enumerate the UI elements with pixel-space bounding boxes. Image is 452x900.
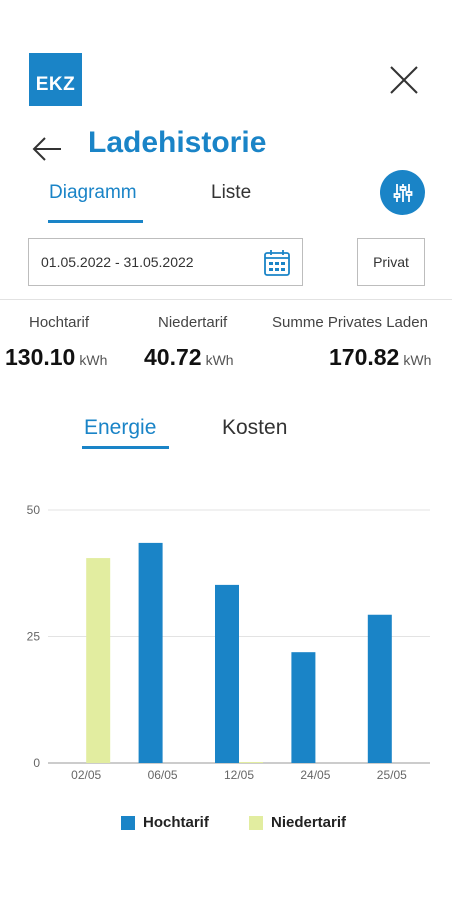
hochtarif-unit: kWh (79, 352, 108, 368)
legend-swatch-niedertarif (249, 815, 263, 830)
hochtarif-value: 130.10 kWh (5, 344, 107, 371)
total-value: 170.82 kWh (329, 344, 431, 371)
back-button[interactable] (30, 132, 64, 166)
tab-liste[interactable]: Liste (211, 182, 252, 203)
niedertarif-unit: kWh (205, 352, 234, 368)
privat-filter-button[interactable]: Privat (357, 238, 425, 286)
chart-legend: Hochtarif Niedertarif (0, 814, 452, 838)
close-icon (390, 66, 418, 94)
bar-hochtarif (215, 584, 239, 763)
niedertarif-value: 40.72 kWh (144, 344, 234, 371)
x-tick-label: 25/05 (377, 768, 407, 782)
bar-hochtarif (367, 614, 392, 763)
x-tick-label: 02/05 (71, 768, 101, 782)
x-tick-label: 06/05 (148, 768, 178, 782)
tab-kosten[interactable]: Kosten (222, 416, 288, 439)
arrow-left-icon (32, 137, 61, 161)
legend-label-hochtarif: Hochtarif (143, 814, 209, 831)
y-tick-label: 25 (27, 630, 41, 644)
niedertarif-label: Niedertarif (158, 314, 228, 331)
view-tabs: Diagramm Liste (0, 176, 452, 226)
tab-diagramm[interactable]: Diagramm (49, 182, 137, 203)
sliders-icon (393, 183, 412, 202)
hochtarif-label: Hochtarif (29, 314, 90, 331)
legend-swatch-hochtarif (121, 815, 135, 830)
legend-label-niedertarif: Niedertarif (271, 814, 347, 831)
hochtarif-number: 130.10 (5, 344, 76, 370)
divider (0, 299, 452, 300)
x-tick-label: 24/05 (300, 768, 330, 782)
tab-active-indicator (48, 220, 143, 223)
total-unit: kWh (403, 352, 432, 368)
total-number: 170.82 (329, 344, 400, 370)
date-range-field[interactable]: 01.05.2022 - 31.05.2022 (28, 238, 303, 286)
bar-niedertarif (86, 558, 111, 763)
niedertarif-number: 40.72 (144, 344, 202, 370)
bar-hochtarif (291, 652, 316, 763)
x-tick-label: 12/05 (224, 768, 254, 782)
chart-tab-active-indicator (82, 446, 169, 449)
ekz-logo: EKZ (29, 53, 82, 106)
page-title: Ladehistorie (88, 126, 267, 159)
legend-hochtarif: Hochtarif (121, 814, 209, 831)
bar-niedertarif (239, 761, 263, 763)
filter-button[interactable] (380, 170, 425, 215)
tab-energie[interactable]: Energie (84, 416, 157, 439)
bar-hochtarif (138, 542, 163, 763)
close-button[interactable] (386, 62, 422, 98)
legend-niedertarif: Niedertarif (249, 814, 346, 831)
calendar-icon[interactable] (262, 248, 292, 278)
y-tick-label: 50 (27, 503, 41, 517)
date-range-value: 01.05.2022 - 31.05.2022 (41, 254, 194, 270)
total-label: Summe Privates Laden (272, 314, 428, 331)
energy-bar-chart: 0 25 50 02/05 06/05 12/05 24/05 25/05 (27, 503, 430, 782)
y-tick-label: 0 (33, 756, 40, 770)
